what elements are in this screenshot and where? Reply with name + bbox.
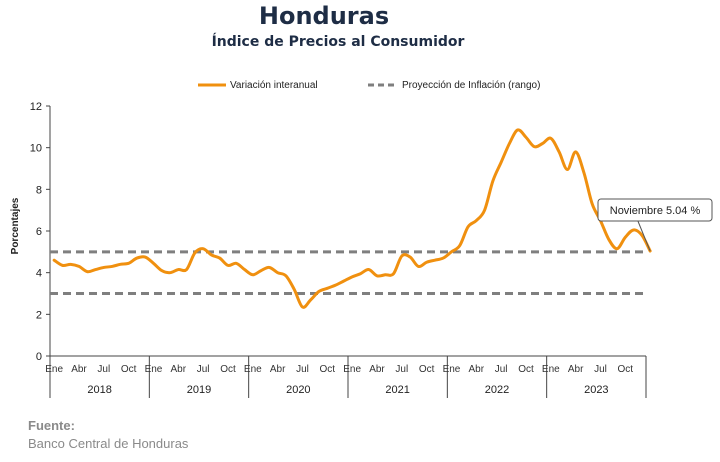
x-month-label: Jul [594, 364, 607, 375]
x-year-label: 2019 [187, 384, 211, 396]
x-year-label: 2018 [87, 384, 111, 396]
x-month-label: Jul [495, 364, 508, 375]
y-tick-label: 6 [36, 226, 42, 238]
y-tick-label: 8 [36, 184, 42, 196]
y-tick-label: 10 [30, 143, 42, 155]
annotation-label: Noviembre 5.04 % [610, 205, 701, 217]
legend-label-variacion: Variación interanual [230, 80, 318, 91]
y-tick-label: 0 [36, 351, 42, 363]
x-month-label: Oct [419, 364, 435, 375]
x-year-label: 2022 [485, 384, 509, 396]
y-tick-label: 12 [30, 101, 42, 113]
y-tick-label: 4 [36, 268, 42, 280]
x-year-label: 2020 [286, 384, 310, 396]
chart-title: Honduras [258, 2, 390, 30]
legend-label-proyeccion: Proyección de Inflación (rango) [402, 80, 540, 91]
x-month-label: Abr [270, 364, 286, 375]
x-month-label: Jul [395, 364, 408, 375]
x-month-label: Ene [343, 364, 361, 375]
x-month-label: Oct [320, 364, 336, 375]
x-month-label: Oct [518, 364, 534, 375]
x-month-label: Oct [618, 364, 634, 375]
x-month-label: Oct [220, 364, 236, 375]
x-year-label: 2021 [385, 384, 409, 396]
source-label: Fuente: [28, 418, 75, 433]
x-month-label: Ene [244, 364, 262, 375]
legend: Variación interanual Proyección de Infla… [198, 80, 540, 91]
x-month-label: Ene [145, 364, 163, 375]
x-month-label: Abr [71, 364, 87, 375]
x-month-label: Ene [443, 364, 461, 375]
annotation-leader-line [637, 220, 651, 252]
x-month-label: Abr [469, 364, 485, 375]
x-month-label: Ene [45, 364, 63, 375]
x-month-label: Abr [171, 364, 187, 375]
y-tick-label: 2 [36, 309, 42, 321]
x-month-label: Abr [568, 364, 584, 375]
series-line-variacion [52, 128, 652, 309]
x-month-label: Jul [197, 364, 210, 375]
x-month-label: Jul [296, 364, 309, 375]
x-month-label: Abr [369, 364, 385, 375]
source-text: Banco Central de Honduras [28, 436, 189, 451]
x-year-label: 2023 [584, 384, 608, 396]
x-month-label: Oct [121, 364, 137, 375]
annotation-box [597, 198, 713, 222]
x-month-label: Ene [542, 364, 560, 375]
chart-subtitle: Índice de Precios al Consumidor [211, 34, 465, 50]
x-month-label: Jul [97, 364, 110, 375]
y-axis-title: Porcentajes [10, 197, 21, 254]
